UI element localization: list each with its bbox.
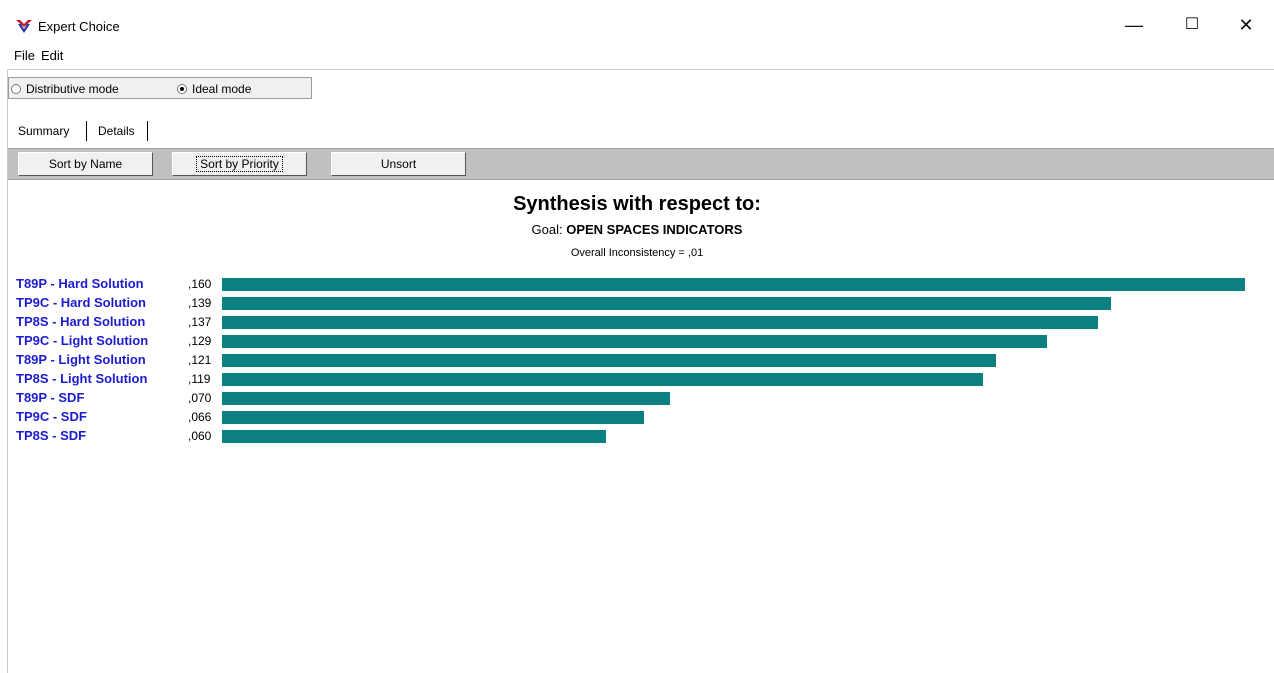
bar — [222, 354, 996, 367]
close-button[interactable]: ✕ — [1238, 15, 1254, 35]
sort-by-priority-label: Sort by Priority — [196, 156, 283, 172]
bar — [222, 297, 1111, 310]
bar — [222, 335, 1047, 348]
menu-edit[interactable]: Edit — [41, 48, 64, 63]
tab-divider — [86, 121, 87, 141]
ideal-mode-radio[interactable]: Ideal mode — [177, 82, 251, 96]
window-left-border — [7, 69, 8, 673]
sort-by-name-button[interactable]: Sort by Name — [18, 152, 153, 176]
data-label: ,119 — [188, 372, 211, 386]
data-label: ,060 — [188, 429, 212, 443]
window-title: Expert Choice — [38, 19, 120, 34]
bar — [222, 278, 1245, 291]
tab-summary[interactable]: Summary — [18, 124, 70, 138]
distributive-mode-label: Distributive mode — [26, 82, 119, 96]
bar — [222, 373, 983, 386]
ideal-mode-label: Ideal mode — [192, 82, 252, 96]
row-label: T89P - SDF — [16, 390, 85, 405]
bar — [222, 392, 670, 405]
goal-prefix: Goal: — [531, 222, 563, 237]
sort-toolbar: Sort by Name Sort by Priority Unsort — [8, 148, 1274, 180]
data-label: ,129 — [188, 334, 212, 348]
bar — [222, 430, 606, 443]
data-label: ,160 — [188, 277, 212, 291]
synthesis-title: Synthesis with respect to: — [513, 193, 761, 215]
expert-choice-logo-icon — [16, 20, 32, 33]
menu-file[interactable]: File — [14, 48, 35, 63]
radio-unchecked-icon — [11, 84, 21, 94]
row-label: TP8S - Hard Solution — [16, 314, 146, 329]
unsort-button[interactable]: Unsort — [331, 152, 466, 176]
sort-by-name-label: Sort by Name — [48, 157, 123, 171]
maximize-button[interactable]: ☐ — [1184, 16, 1200, 33]
row-label: TP9C - Hard Solution — [16, 295, 146, 310]
mode-radio-group: Distributive mode Ideal mode — [8, 77, 312, 99]
tab-details[interactable]: Details — [98, 124, 135, 138]
row-label: TP9C - Light Solution — [16, 333, 149, 348]
menu-separator — [8, 69, 1274, 70]
data-label: ,139 — [188, 296, 212, 310]
row-label: T89P - Light Solution — [16, 352, 146, 367]
data-label: ,066 — [188, 410, 212, 424]
goal-name: OPEN SPACES INDICATORS — [566, 222, 743, 237]
row-label: T89P - Hard Solution — [16, 276, 144, 291]
distributive-mode-radio[interactable]: Distributive mode — [11, 82, 119, 96]
menu-bar: File Edit — [0, 44, 1274, 70]
goal-line: Goal: OPEN SPACES INDICATORS — [0, 222, 1274, 237]
data-label: ,121 — [188, 353, 212, 367]
data-label: ,070 — [188, 391, 212, 405]
tab-divider — [147, 121, 148, 141]
row-label: TP9C - SDF — [16, 409, 87, 424]
bar — [222, 316, 1098, 329]
overall-inconsistency: Overall Inconsistency = ,01 — [570, 247, 704, 259]
sort-by-priority-button[interactable]: Sort by Priority — [172, 152, 307, 176]
row-label: TP8S - Light Solution — [16, 371, 148, 386]
unsort-label: Unsort — [380, 157, 417, 171]
bar — [222, 411, 644, 424]
radio-checked-icon — [177, 84, 187, 94]
row-label: TP8S - SDF — [16, 428, 87, 443]
title-bar: Expert Choice — ☐ ✕ — [0, 0, 1274, 44]
minimize-button[interactable]: — — [1125, 15, 1143, 35]
data-label: ,137 — [188, 315, 212, 329]
